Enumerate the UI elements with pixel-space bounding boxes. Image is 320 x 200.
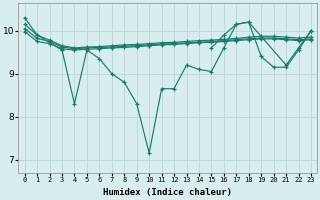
X-axis label: Humidex (Indice chaleur): Humidex (Indice chaleur)	[103, 188, 232, 197]
